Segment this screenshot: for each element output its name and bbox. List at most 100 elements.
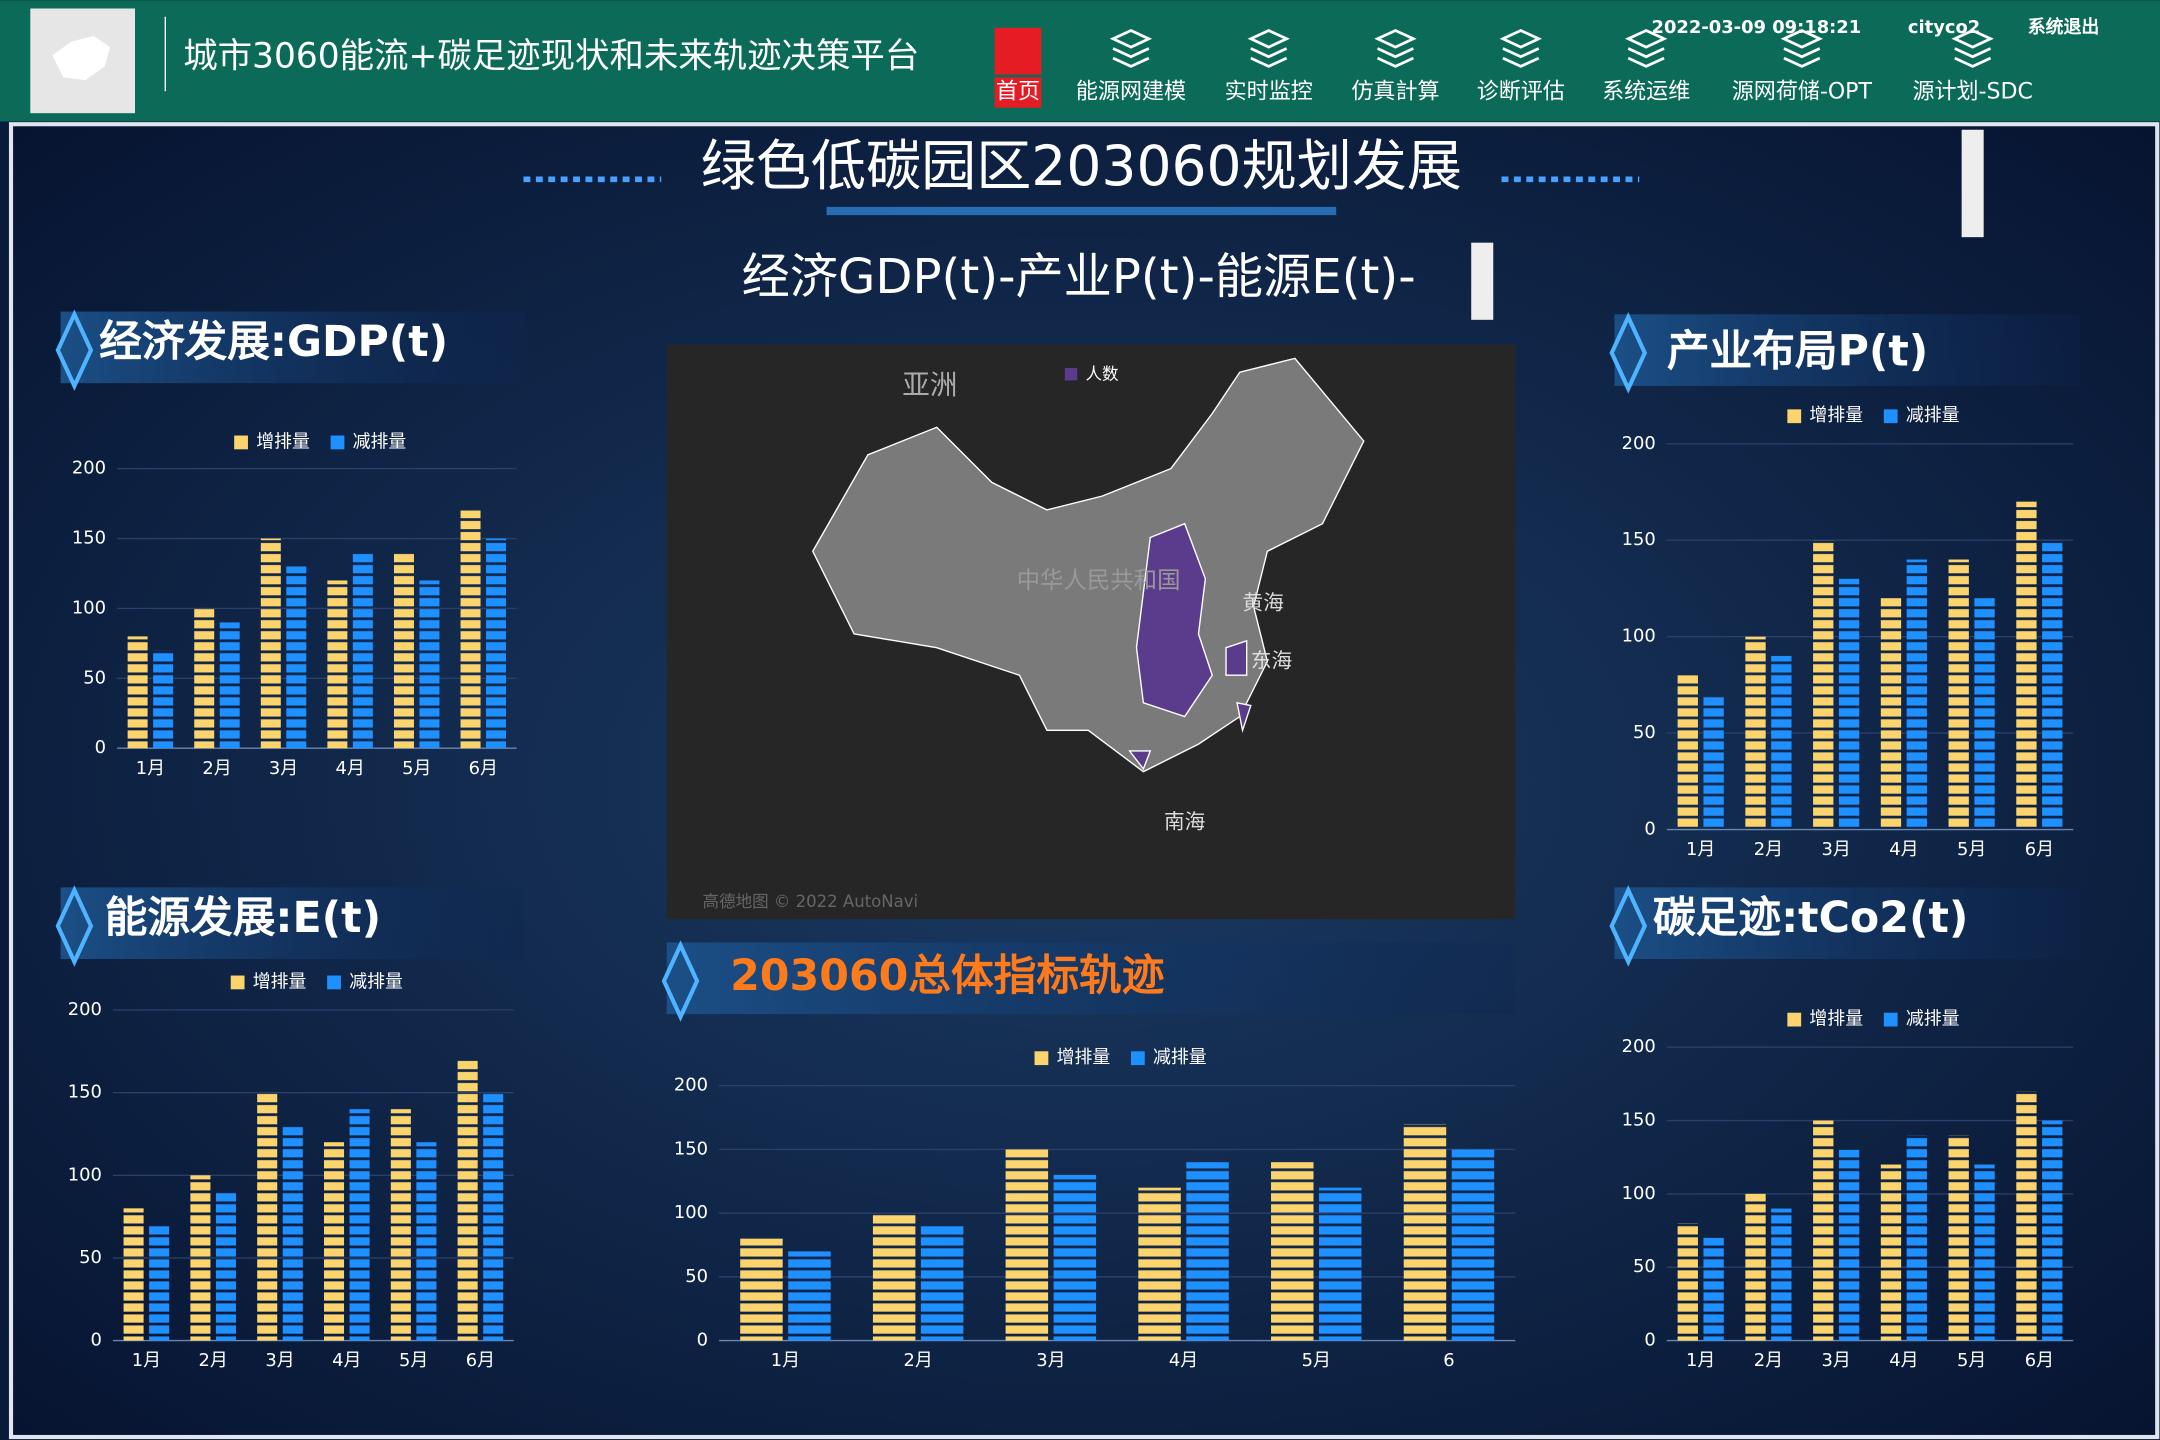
legend-label: 增排量 xyxy=(1809,405,1863,426)
bar xyxy=(483,1092,504,1341)
bar xyxy=(393,552,414,749)
nav-item[interactable]: 源计划-SDC xyxy=(1912,80,2032,105)
nav-item[interactable]: 实时监控 xyxy=(1225,80,1313,105)
scrollbar[interactable] xyxy=(1471,242,1494,320)
panel-title: 能源发展:E(t) xyxy=(105,893,381,943)
bar xyxy=(257,1092,278,1341)
x-tick-label: 6月 xyxy=(469,758,498,779)
nav-item[interactable]: 首页 xyxy=(996,80,1040,105)
home-bg xyxy=(994,77,1042,108)
y-tick-label: 150 xyxy=(674,1138,708,1159)
regions xyxy=(1128,522,1252,771)
x-tick-label: 6月 xyxy=(2025,839,2054,860)
bar xyxy=(1053,1174,1097,1341)
bar xyxy=(457,1059,478,1341)
y-tick-label: 0 xyxy=(91,1330,102,1351)
scrollbar[interactable] xyxy=(1961,129,1984,238)
x-tick-label: 2月 xyxy=(199,1350,228,1371)
legend-label: 减排量 xyxy=(1153,1047,1207,1068)
x-tick-label: 6月 xyxy=(2025,1350,2054,1371)
legend-label: 增排量 xyxy=(1057,1047,1111,1068)
x-tick-label: 5月 xyxy=(402,758,431,779)
bar xyxy=(416,1142,437,1341)
legend-label: 减排量 xyxy=(349,971,403,992)
y-tick-label: 50 xyxy=(79,1247,102,1268)
y-tick-label: 200 xyxy=(674,1075,708,1096)
legend-swatch xyxy=(327,975,341,990)
nav-item[interactable]: 系统运维 xyxy=(1602,80,1690,105)
map-label: 黄海 xyxy=(1243,591,1284,615)
legend-label: 增排量 xyxy=(256,431,310,452)
panel-header xyxy=(666,942,1516,1015)
bar xyxy=(1319,1187,1362,1341)
panel-diamond xyxy=(661,940,700,1022)
y-tick-label: 200 xyxy=(1622,1036,1656,1057)
x-tick-label: 2月 xyxy=(903,1350,932,1371)
panel-header xyxy=(1614,314,2081,386)
bar xyxy=(2016,501,2037,830)
x-tick-label: 3月 xyxy=(1036,1350,1065,1371)
bar xyxy=(419,580,440,749)
nav-icon[interactable] xyxy=(1374,29,1417,68)
bar xyxy=(123,1208,144,1341)
bar xyxy=(1677,1223,1698,1341)
y-tick-label: 0 xyxy=(95,737,106,758)
nav-icon[interactable] xyxy=(1499,29,1543,68)
nav-icon[interactable] xyxy=(1247,29,1290,68)
map-label: 亚洲 xyxy=(902,369,957,401)
nav-item[interactable]: 能源网建模 xyxy=(1076,80,1186,105)
bar xyxy=(788,1251,831,1341)
bar xyxy=(1948,1135,1969,1341)
nav-icon[interactable] xyxy=(1624,29,1668,68)
y-tick-label: 100 xyxy=(1622,1183,1656,1204)
datetime: 2022-03-09 09:18:21 xyxy=(1652,17,1862,38)
panel-diamond xyxy=(55,309,94,391)
bar xyxy=(1677,675,1698,830)
bar xyxy=(260,538,281,749)
bar xyxy=(190,1175,211,1341)
user[interactable]: cityco2 xyxy=(1908,17,1980,38)
nav-item[interactable]: 诊断评估 xyxy=(1477,80,1565,105)
bar xyxy=(872,1213,916,1341)
bar xyxy=(740,1238,783,1341)
panel-title: 203060总体指标轨迹 xyxy=(730,951,1165,1001)
nav-item[interactable]: 仿真計算 xyxy=(1351,80,1439,105)
bar xyxy=(1138,1187,1181,1341)
banner-glow xyxy=(826,206,1337,216)
x-tick-label: 2月 xyxy=(1754,1350,1783,1371)
bar xyxy=(1271,1162,1314,1341)
map-attribution: 高德地图 © 2022 AutoNavi xyxy=(703,892,919,911)
y-tick-label: 50 xyxy=(83,667,106,688)
bar xyxy=(1745,636,1766,830)
map-legend: 人数 xyxy=(1086,364,1120,383)
y-tick-label: 100 xyxy=(72,597,106,618)
legend-swatch xyxy=(1883,1012,1898,1027)
nav-icon[interactable] xyxy=(1780,29,1824,68)
bar xyxy=(390,1109,411,1341)
bar xyxy=(1880,1164,1902,1341)
bar xyxy=(1838,1149,1860,1341)
bar xyxy=(153,650,174,749)
bar xyxy=(1703,1237,1724,1341)
y-tick-label: 150 xyxy=(68,1082,102,1103)
bar xyxy=(127,636,148,749)
x-tick-label: 5月 xyxy=(1302,1350,1331,1371)
map-label: 中华人民共和国 xyxy=(1017,566,1181,594)
nav-icon[interactable] xyxy=(1109,29,1153,68)
x-tick-label: 5月 xyxy=(1957,839,1986,860)
y-tick-label: 100 xyxy=(674,1202,708,1223)
nav-icon[interactable] xyxy=(1951,29,1994,68)
bar xyxy=(215,1191,236,1341)
bar xyxy=(2016,1091,2037,1341)
nav-item[interactable]: 源网荷储-OPT xyxy=(1732,80,1873,105)
bar xyxy=(352,552,373,749)
bar xyxy=(1451,1149,1495,1341)
logout[interactable]: 系统退出 xyxy=(2028,16,2100,38)
bar xyxy=(2042,540,2063,830)
legend-swatch xyxy=(1034,1051,1049,1066)
home-icon[interactable] xyxy=(994,27,1042,75)
map-label: 东海 xyxy=(1251,648,1292,672)
x-tick-label: 3月 xyxy=(265,1350,294,1371)
x-tick-label: 1月 xyxy=(136,758,165,779)
